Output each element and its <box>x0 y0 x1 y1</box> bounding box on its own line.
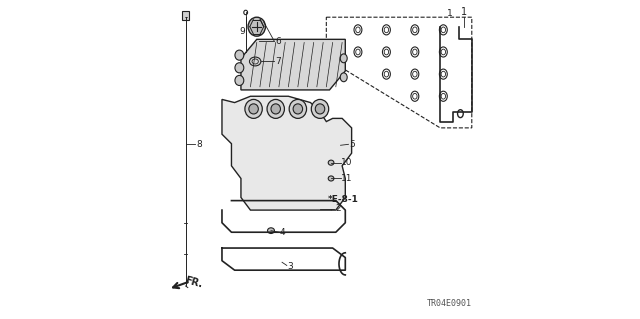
Ellipse shape <box>293 104 303 114</box>
Text: *E-8-1: *E-8-1 <box>328 195 359 204</box>
Text: 11: 11 <box>341 174 353 183</box>
Polygon shape <box>241 39 346 90</box>
Polygon shape <box>182 11 189 20</box>
Ellipse shape <box>328 160 334 165</box>
Text: 6: 6 <box>275 37 281 46</box>
Text: 7: 7 <box>275 57 281 66</box>
Text: 8: 8 <box>196 140 202 149</box>
Text: FR.: FR. <box>184 275 204 290</box>
Ellipse shape <box>340 73 347 82</box>
Ellipse shape <box>268 228 275 234</box>
Ellipse shape <box>235 50 244 60</box>
Text: 9: 9 <box>239 27 245 36</box>
Ellipse shape <box>316 104 324 114</box>
Polygon shape <box>222 96 351 210</box>
Ellipse shape <box>311 100 329 118</box>
Text: TR04E0901: TR04E0901 <box>427 299 472 308</box>
Ellipse shape <box>289 100 307 118</box>
Text: 5: 5 <box>349 140 355 149</box>
Text: 4: 4 <box>280 228 285 237</box>
Ellipse shape <box>267 100 284 118</box>
Ellipse shape <box>245 100 262 118</box>
Text: 2: 2 <box>335 204 341 213</box>
Ellipse shape <box>328 176 334 181</box>
Text: 1: 1 <box>447 9 452 18</box>
Ellipse shape <box>340 54 347 63</box>
Text: 3: 3 <box>288 262 294 271</box>
Ellipse shape <box>235 75 244 85</box>
Ellipse shape <box>249 104 259 114</box>
Text: 10: 10 <box>341 158 353 167</box>
Text: 1: 1 <box>461 7 467 17</box>
Ellipse shape <box>248 17 266 36</box>
Ellipse shape <box>271 104 280 114</box>
Ellipse shape <box>235 63 244 73</box>
